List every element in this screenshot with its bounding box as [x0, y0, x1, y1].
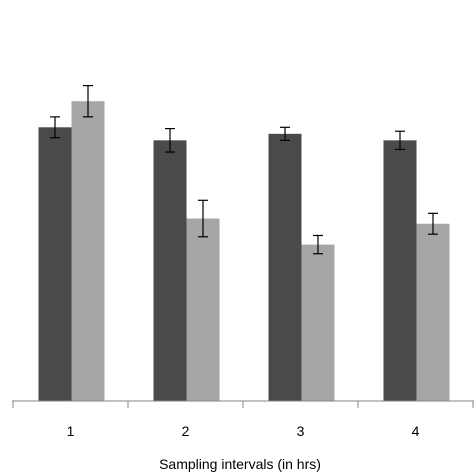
- bar-series-1-cat-4: [383, 140, 417, 402]
- error-bar-series-2-cat-3: [313, 234, 323, 255]
- error-bar-series-1-cat-1: [50, 116, 60, 139]
- bars-layer: [38, 101, 450, 402]
- error-bar-series-2-cat-4: [428, 212, 438, 235]
- error-bar-series-2-cat-1: [83, 84, 93, 118]
- bar-series-2-cat-3: [301, 244, 335, 401]
- x-axis: 1 2 3 4: [12, 400, 474, 439]
- bar-series-2-cat-1: [71, 101, 105, 401]
- bar-series-1-cat-2: [153, 140, 187, 402]
- x-tick-labels: 1 2 3 4: [67, 423, 420, 439]
- x-tick-label: 3: [297, 423, 305, 439]
- error-bar-series-1-cat-3: [280, 126, 290, 141]
- x-axis-ticks: [12, 401, 474, 408]
- x-axis-title: Sampling intervals (in hrs): [159, 456, 321, 472]
- error-bar-series-2-cat-2: [198, 199, 208, 238]
- x-tick-label: 1: [67, 423, 75, 439]
- error-bar-series-1-cat-4: [395, 130, 405, 151]
- x-tick-label: 2: [182, 423, 190, 439]
- bar-series-2-cat-4: [416, 223, 450, 401]
- error-bar-series-1-cat-2: [165, 128, 175, 153]
- bar-series-2-cat-2: [186, 218, 220, 401]
- error-bars-layer: [50, 84, 438, 255]
- bar-series-1-cat-1: [38, 127, 72, 402]
- bar-series-1-cat-3: [268, 133, 302, 402]
- x-tick-label: 4: [412, 423, 420, 439]
